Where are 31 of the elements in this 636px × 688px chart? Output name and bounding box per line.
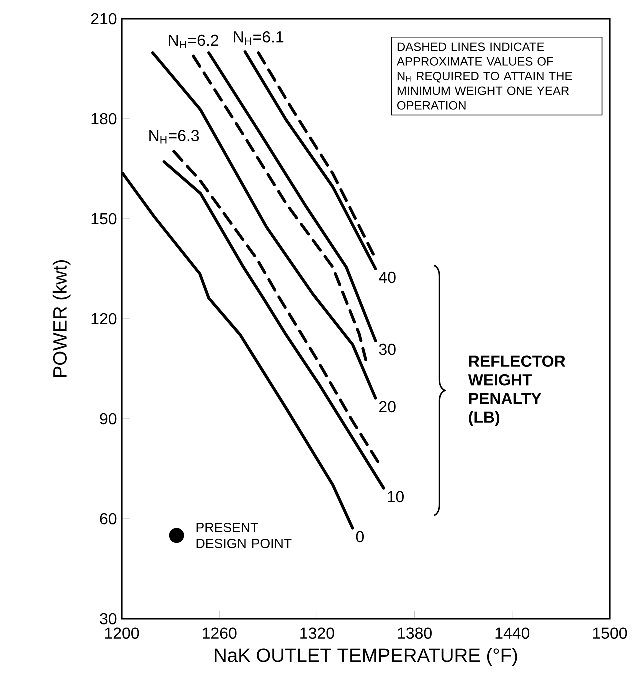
- y-tick-label: 150: [92, 213, 117, 225]
- y-tick-label: 30: [100, 613, 117, 625]
- annotation: DASHED LINES INDICATE APPROXIMATE VALUES OF N$_{H}$ REQUIRED TO ATTAIN THE MINIMUM WEIGHT ONE YEAR OPERATION: [396, 42, 572, 110]
- y-tick-label: 180: [92, 113, 117, 125]
- y-tick-label: 120: [92, 313, 117, 325]
- line-series: [172, 150, 380, 465]
- x-tick-label: 1500: [593, 628, 628, 640]
- series-label: 40: [379, 272, 396, 284]
- series-label: N$_{H}$=6.3: [150, 130, 200, 144]
- x-axis-title: NaK OUTLET TEMPERATURE (°F): [215, 648, 518, 666]
- line-series: [244, 50, 378, 270]
- x-tick-label: 1200: [105, 628, 140, 640]
- x-tick-label: 1440: [496, 628, 530, 640]
- series-label: 10: [388, 491, 404, 503]
- x-tick-label: 1380: [398, 628, 432, 640]
- series-label: 20: [379, 401, 396, 413]
- series-label: N$_{H}$=6.2: [169, 34, 219, 48]
- y-tick-label: 210: [91, 13, 117, 25]
- y-axis-title: POWER (kwt): [52, 260, 71, 378]
- line-series: [257, 52, 376, 258]
- x-tick-label: 1320: [300, 628, 334, 640]
- series-label: 0: [356, 531, 364, 543]
- annotation: REFLECTOR WEIGHT PENALTY (LB): [468, 356, 566, 426]
- line-series: [208, 52, 378, 342]
- series-label: PRESENT DESIGN POINT: [196, 522, 292, 548]
- series-label: 30: [379, 344, 396, 356]
- y-tick-label: 90: [100, 413, 117, 425]
- y-tick-label: 60: [100, 513, 117, 525]
- line-series: [151, 52, 378, 400]
- x-tick-label: 1260: [203, 628, 237, 640]
- series-label: N$_{H}$=6.1: [234, 31, 284, 46]
